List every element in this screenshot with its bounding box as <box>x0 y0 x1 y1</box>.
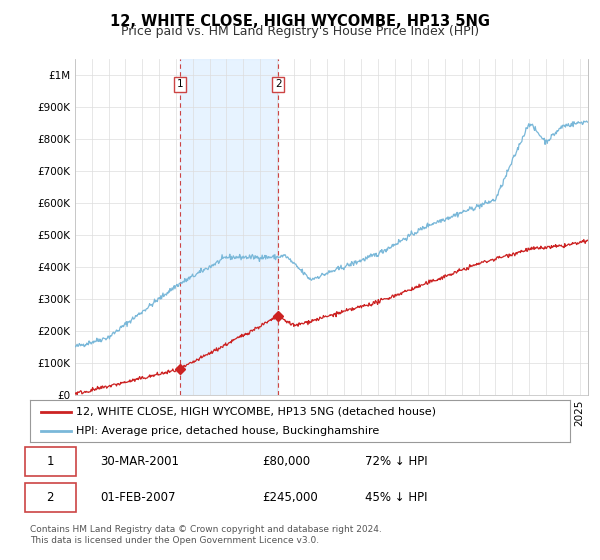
Text: Price paid vs. HM Land Registry's House Price Index (HPI): Price paid vs. HM Land Registry's House … <box>121 25 479 38</box>
FancyBboxPatch shape <box>25 447 76 476</box>
Text: £245,000: £245,000 <box>262 491 318 505</box>
Text: £80,000: £80,000 <box>262 455 310 468</box>
Text: 01-FEB-2007: 01-FEB-2007 <box>100 491 176 505</box>
Text: 2: 2 <box>275 80 281 90</box>
Text: 2: 2 <box>47 491 54 505</box>
Text: 1: 1 <box>47 455 54 468</box>
Text: 12, WHITE CLOSE, HIGH WYCOMBE, HP13 5NG: 12, WHITE CLOSE, HIGH WYCOMBE, HP13 5NG <box>110 14 490 29</box>
Text: 45% ↓ HPI: 45% ↓ HPI <box>365 491 427 505</box>
Text: 1: 1 <box>177 80 184 90</box>
Text: 12, WHITE CLOSE, HIGH WYCOMBE, HP13 5NG (detached house): 12, WHITE CLOSE, HIGH WYCOMBE, HP13 5NG … <box>76 407 436 417</box>
Bar <box>180 59 278 395</box>
Text: Contains HM Land Registry data © Crown copyright and database right 2024.
This d: Contains HM Land Registry data © Crown c… <box>30 525 382 545</box>
Text: 30-MAR-2001: 30-MAR-2001 <box>100 455 179 468</box>
Text: 72% ↓ HPI: 72% ↓ HPI <box>365 455 427 468</box>
Text: HPI: Average price, detached house, Buckinghamshire: HPI: Average price, detached house, Buck… <box>76 426 379 436</box>
FancyBboxPatch shape <box>25 483 76 512</box>
